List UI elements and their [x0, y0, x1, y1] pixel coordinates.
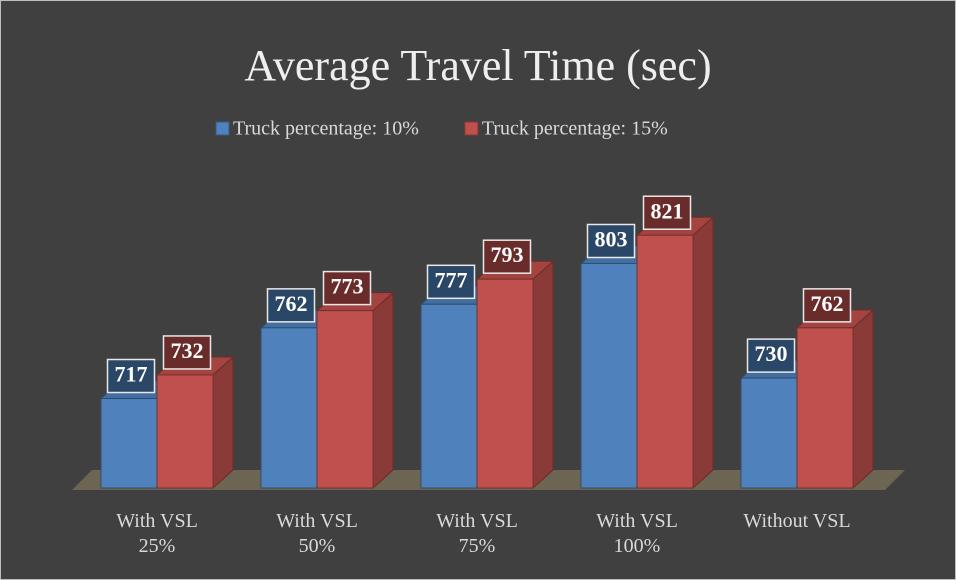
data-label: 777 — [426, 264, 476, 300]
data-label-text: 717 — [115, 362, 148, 387]
bar — [740, 377, 798, 489]
data-label-text: 732 — [171, 338, 204, 363]
data-label-box — [106, 358, 156, 394]
data-label-box — [266, 288, 316, 323]
bar — [316, 310, 374, 489]
x-tick-label: With VSL 100% — [596, 510, 678, 557]
bar-side — [692, 216, 714, 490]
data-label-text: 803 — [595, 227, 628, 252]
bar-side — [532, 260, 554, 490]
data-label-text: 730 — [755, 341, 788, 366]
legend: Truck percentage: 10% Truck percentage: 1… — [215, 118, 668, 140]
data-label: 762 — [802, 288, 852, 323]
bar-side — [852, 308, 874, 490]
data-label-box — [746, 338, 796, 373]
data-label-box — [642, 195, 692, 230]
data-label-box — [426, 264, 476, 300]
bar — [580, 262, 638, 489]
data-label: 793 — [482, 239, 532, 274]
legend-label: Truck percentage: 15% — [482, 118, 668, 140]
x-tick-label: With VSL 50% — [276, 510, 358, 557]
data-label: 730 — [746, 338, 796, 373]
data-label: 821 — [642, 195, 692, 230]
data-label-box — [482, 239, 532, 274]
data-label-box — [162, 335, 212, 370]
x-tick-label: With VSL 75% — [436, 510, 518, 557]
data-label: 773 — [322, 270, 372, 306]
bar-side — [372, 291, 394, 490]
bar — [420, 303, 478, 489]
bar — [636, 234, 694, 489]
data-label: 803 — [586, 223, 636, 259]
data-label-text: 762 — [275, 291, 308, 316]
bar — [796, 327, 854, 489]
legend-swatch — [464, 121, 479, 136]
data-label-box — [802, 288, 852, 323]
data-label: 762 — [266, 288, 316, 323]
legend-swatch — [215, 121, 230, 136]
data-label-text: 773 — [331, 274, 364, 299]
data-label-text: 821 — [651, 198, 684, 223]
chart-title: Average Travel Time (sec) — [244, 41, 711, 90]
x-tick-label: Without VSL — [743, 510, 851, 532]
data-label-text: 777 — [435, 267, 468, 292]
bar — [156, 374, 214, 489]
data-label: 717 — [106, 358, 156, 394]
data-label-box — [586, 223, 636, 259]
bar — [476, 278, 534, 489]
bar — [260, 327, 318, 489]
legend-label: Truck percentage: 10% — [233, 118, 419, 140]
data-label-text: 793 — [491, 242, 524, 267]
x-tick-label: With VSL 25% — [116, 510, 198, 557]
bar — [100, 398, 158, 489]
bar-side — [212, 355, 234, 490]
data-label-text: 762 — [811, 291, 844, 316]
data-label: 732 — [162, 335, 212, 370]
data-label-box — [322, 270, 372, 306]
